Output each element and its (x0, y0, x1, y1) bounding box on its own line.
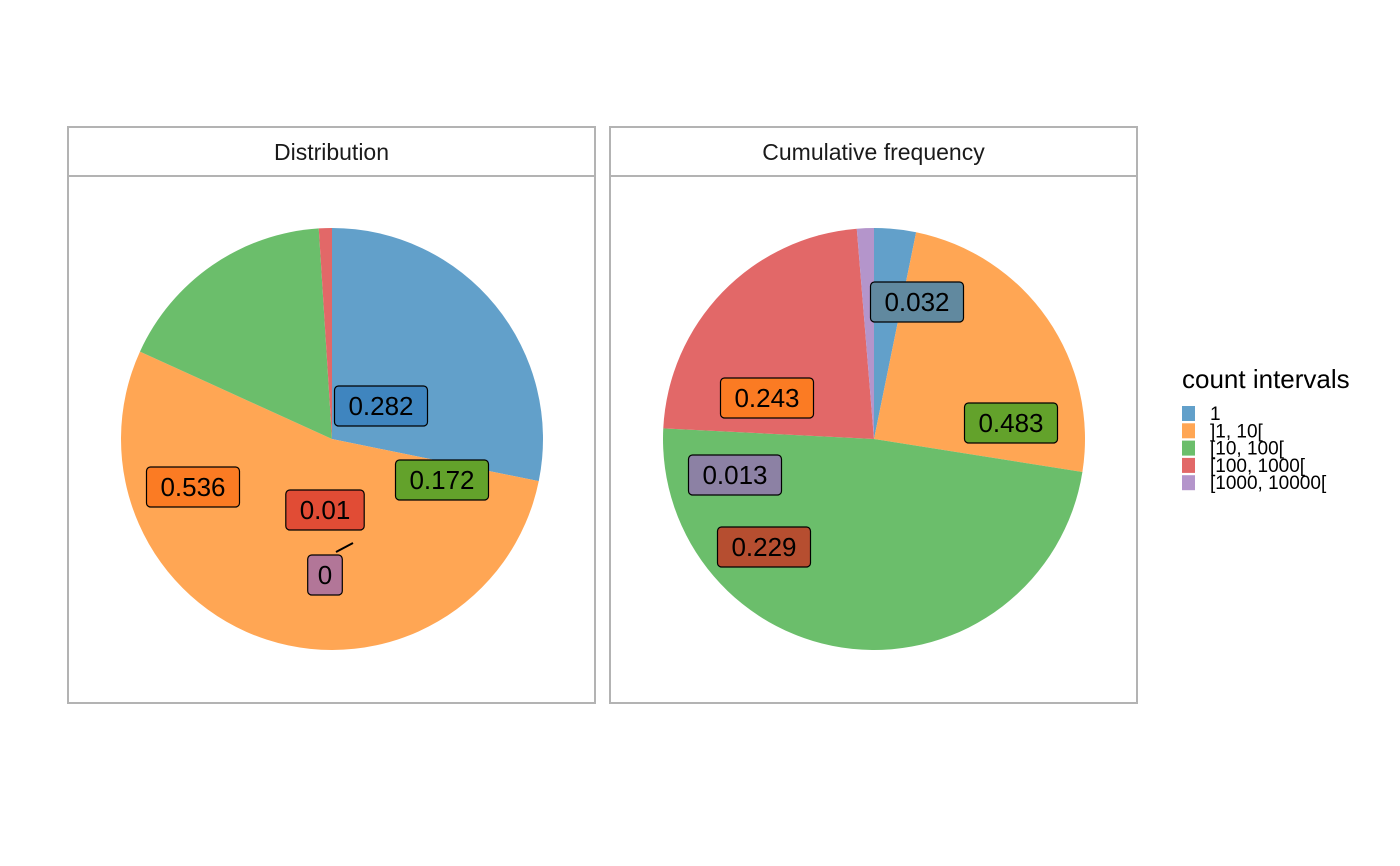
legend-label: [10, 100[ (1210, 439, 1285, 460)
pie-slice-5 (856, 228, 874, 439)
legend-item-4: [100, 1000[ (1182, 456, 1306, 477)
legend-item-3: [10, 100[ (1182, 439, 1285, 460)
data-label-5: 0 (307, 554, 343, 596)
pie-slice-1 (874, 228, 917, 439)
data-label-text: 0.01 (300, 495, 351, 525)
data-label-5: 0.013 (687, 454, 783, 496)
legend-label: [100, 1000[ (1210, 456, 1306, 477)
legend-item-5: [1000, 10000[ (1182, 473, 1327, 494)
legend-item-2: ]1, 10[ (1182, 421, 1264, 442)
legend-swatch (1182, 440, 1195, 456)
data-label-box (307, 554, 343, 596)
legend: count intervals 1]1, 10[[10, 100[[100, 10… (1182, 364, 1350, 494)
facet-panel-1: Distribution 0.282 0.536 0.172 0.01 0 (67, 126, 596, 704)
data-label-box (285, 489, 365, 531)
data-label-box (869, 281, 965, 323)
data-label-text: 0.172 (409, 465, 474, 495)
label-leader-line (335, 542, 354, 553)
data-label-2: 0.536 (145, 466, 241, 508)
data-label-box (145, 466, 241, 508)
facet-title: Distribution (274, 139, 389, 165)
legend-label: [1000, 10000[ (1210, 473, 1327, 494)
legend-title: count intervals (1182, 364, 1350, 394)
pie-slice-3 (139, 228, 332, 439)
legend-label: ]1, 10[ (1210, 421, 1264, 442)
pie-slice-4 (663, 228, 874, 439)
facet-strip (609, 126, 1138, 177)
data-label-box (394, 459, 490, 501)
data-label-3: 0.483 (963, 402, 1059, 444)
pie-slice-4 (318, 228, 332, 439)
data-label-text: 0.032 (884, 287, 949, 317)
legend-item-1: 1 (1182, 404, 1221, 425)
data-label-1: 0.032 (869, 281, 965, 323)
data-label-3: 0.172 (394, 459, 490, 501)
data-label-text: 0.013 (702, 460, 767, 490)
legend-label: 1 (1210, 404, 1221, 425)
data-label-text: 0.483 (978, 408, 1043, 438)
data-label-1: 0.282 (333, 385, 429, 427)
data-label-text: 0.282 (348, 391, 413, 421)
data-label-text: 0.229 (731, 532, 796, 562)
data-label-box (716, 526, 812, 568)
legend-swatch (1182, 406, 1195, 421)
facet-panel-2: Cumulative frequency 0.032 0.243 0.483 0.229… (609, 126, 1138, 704)
data-label-2: 0.243 (719, 377, 815, 419)
data-label-text: 0 (318, 560, 332, 590)
data-label-box (719, 377, 815, 419)
data-label-box (687, 454, 783, 496)
facet-title: Cumulative frequency (762, 139, 985, 165)
data-label-text: 0.536 (160, 472, 225, 502)
data-label-box (963, 402, 1059, 444)
data-label-text: 0.243 (734, 383, 799, 413)
data-label-4: 0.229 (716, 526, 812, 568)
facet-strip (67, 126, 596, 177)
legend-swatch (1182, 423, 1195, 439)
legend-swatch (1182, 457, 1195, 473)
data-label-box (333, 385, 429, 427)
data-label-4: 0.01 (285, 489, 365, 531)
legend-swatch (1182, 475, 1195, 491)
